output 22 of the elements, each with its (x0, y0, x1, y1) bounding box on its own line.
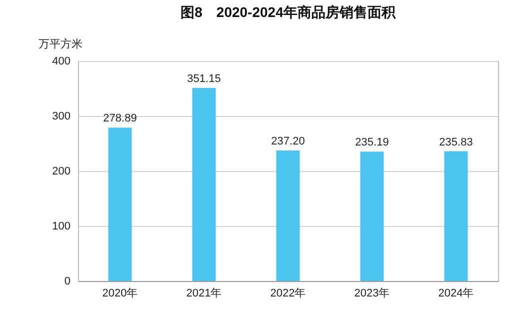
chart-title: 图8 2020-2024年商品房销售面积 (180, 4, 396, 20)
x-tick-label: 2022年 (270, 288, 306, 300)
bar (444, 151, 468, 281)
data-label: 278.89 (103, 112, 137, 125)
y-tick-label: 200 (52, 166, 70, 178)
y-tick-label: 100 (52, 220, 70, 232)
data-label: 235.19 (355, 136, 389, 149)
x-tick-label: 2021年 (186, 288, 222, 300)
data-label: 351.15 (187, 72, 221, 85)
bar (108, 128, 132, 281)
data-label: 237.20 (271, 136, 305, 148)
y-tick-label: 400 (52, 56, 70, 68)
bar (276, 150, 300, 281)
data-label: 235.83 (439, 136, 473, 148)
x-tick-label: 2023年 (354, 288, 390, 300)
x-tick-label: 2020年 (102, 288, 138, 300)
bar (192, 88, 216, 281)
y-axis-title: 万平方米 (38, 38, 82, 50)
y-tick-label: 0 (64, 276, 70, 288)
x-tick-label: 2024年 (438, 288, 474, 300)
y-tick-label: 300 (52, 110, 70, 122)
bar (360, 152, 384, 281)
